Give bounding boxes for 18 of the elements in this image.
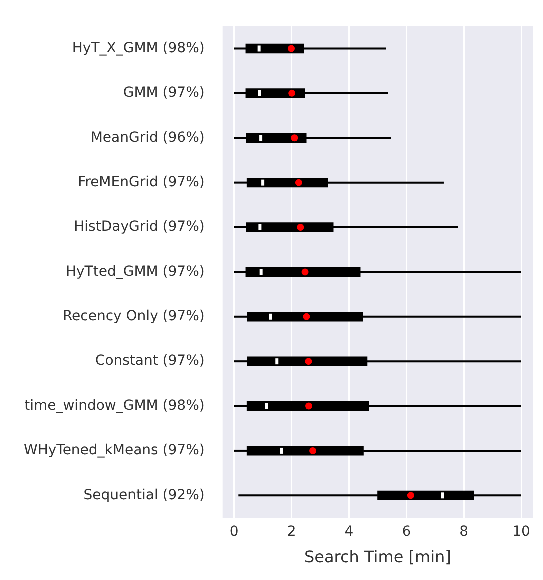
y-tick-label: HyTted_GMM (97%) — [66, 264, 205, 280]
y-tick-label: time_window_GMM (98%) — [24, 398, 205, 414]
x-tick-label: 8 — [460, 524, 469, 540]
y-tick-label: WHyTened_kMeans (97%) — [24, 442, 205, 459]
x-tick-label: 0 — [230, 524, 239, 540]
y-tick-label: FreMEnGrid (97%) — [78, 174, 205, 190]
y-tick-label: MeanGrid (96%) — [90, 130, 205, 146]
y-tick-label: Recency Only (97%) — [62, 308, 205, 325]
y-tick-label: HistDayGrid (97%) — [74, 219, 205, 236]
x-tick-label: 10 — [512, 524, 530, 540]
y-tick-label: HyT_X_GMM (98%) — [72, 40, 205, 56]
x-axis-title: Search Time [min] — [304, 548, 452, 567]
x-tick-label: 4 — [344, 524, 354, 540]
y-tick-label: GMM (97%) — [123, 85, 205, 102]
y-tick-label: Constant (97%) — [95, 353, 205, 370]
x-tick-label: 2 — [287, 524, 296, 540]
y-tick-label: Sequential (92%) — [84, 487, 205, 504]
x-tick-label: 6 — [402, 524, 412, 540]
